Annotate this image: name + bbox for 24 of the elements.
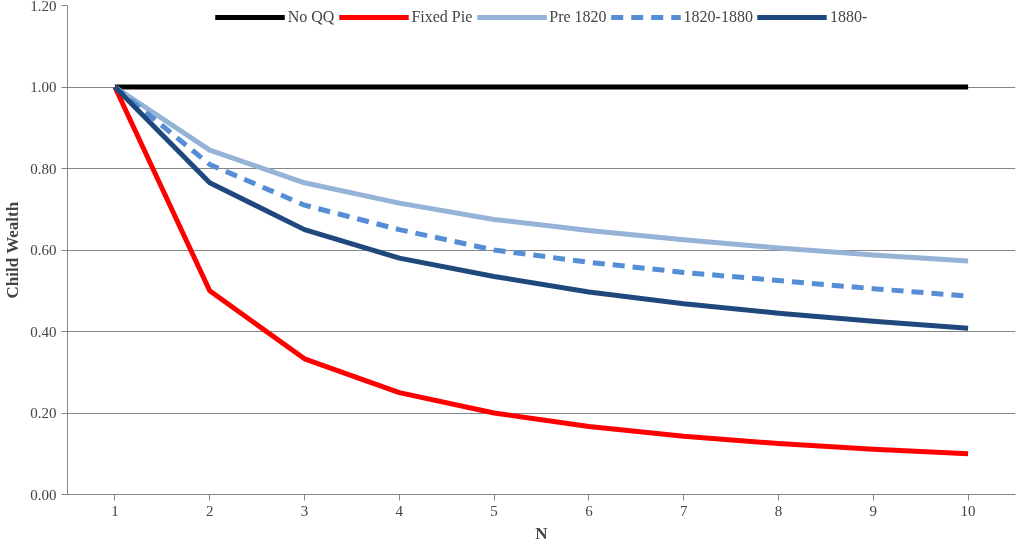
x-tick-label: 8 <box>774 502 783 519</box>
x-tick-label: 4 <box>395 502 404 519</box>
y-tick-label: 1.20 <box>30 0 57 14</box>
legend-label: Fixed Pie <box>411 8 473 26</box>
x-tick-label: 7 <box>679 502 688 519</box>
x-tick-label: 5 <box>490 502 498 519</box>
legend-label: Pre 1820 <box>549 8 607 26</box>
y-tick-label: 0.60 <box>30 242 57 258</box>
x-tick-label: 6 <box>585 502 594 519</box>
x-tick-label: 10 <box>960 502 976 519</box>
legend-label: 1820-1880 <box>683 8 753 26</box>
x-tick-label: 3 <box>300 502 309 519</box>
y-tick-label: 0.00 <box>30 486 57 503</box>
legend-label: No QQ <box>287 8 335 26</box>
x-axis-title: N <box>535 523 549 543</box>
x-tick-label: 1 <box>111 502 119 519</box>
y-axis-title: Child Wealth <box>3 201 23 299</box>
y-tick-label: 1.00 <box>30 79 57 95</box>
x-tick-label: 9 <box>869 502 878 519</box>
y-tick-label: 0.80 <box>30 160 57 177</box>
legend-label: 1880- <box>829 8 868 26</box>
y-tick-label: 0.20 <box>30 405 57 421</box>
y-tick-label: 0.40 <box>30 323 57 340</box>
x-tick-label: 2 <box>205 502 214 519</box>
